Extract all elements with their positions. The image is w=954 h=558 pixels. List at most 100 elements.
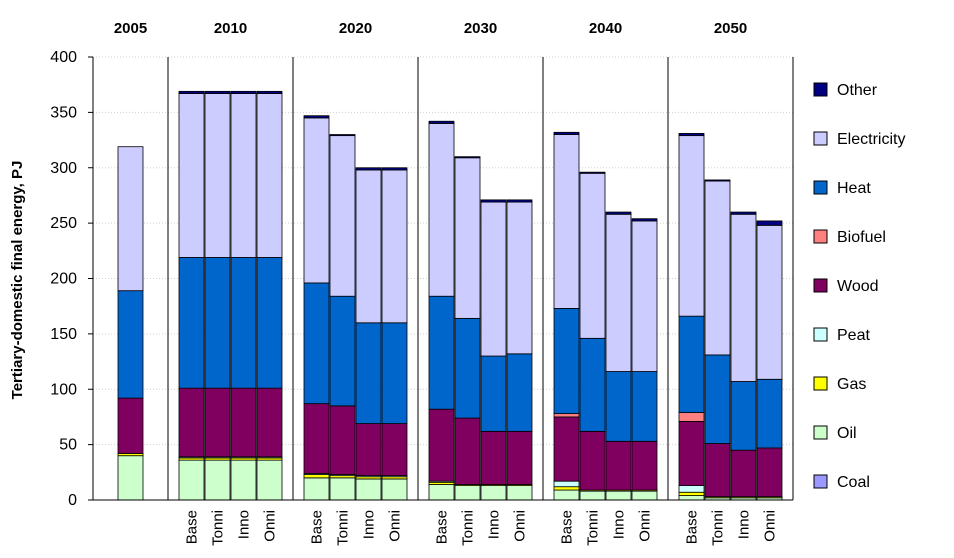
bar-segment-other	[355, 167, 382, 171]
bar-segment-wood	[579, 430, 606, 491]
bar-segment-wood	[256, 387, 283, 458]
y-tick-label: 350	[50, 104, 77, 121]
bar-segment-electricity	[303, 117, 330, 284]
bar-segment-other	[579, 171, 606, 174]
category-label: Base	[434, 510, 451, 544]
bar-segment-wood	[454, 417, 481, 485]
category-label: Tonni	[710, 510, 727, 546]
group-label-2050: 2050	[714, 20, 747, 37]
bar-segment-other	[678, 133, 705, 137]
legend-label-heat: Heat	[837, 180, 871, 197]
bar-segment-heat	[678, 315, 705, 413]
legend-label-coal: Coal	[837, 474, 870, 491]
bar-segment-electricity	[428, 123, 455, 297]
bar-segment-oil	[117, 455, 144, 501]
bar-segment-heat	[553, 308, 580, 415]
bar-segment-heat	[756, 378, 783, 449]
group-separators	[167, 57, 794, 500]
legend-label-peat: Peat	[837, 327, 870, 344]
bar-segment-peat	[553, 480, 580, 488]
bar-series	[117, 90, 783, 501]
group-label-2030: 2030	[464, 20, 497, 37]
legend-swatch-biofuel	[813, 229, 828, 244]
bar-segment-heat	[230, 257, 257, 389]
bar-segment-wood	[678, 420, 705, 487]
bar-segment-oil	[605, 490, 632, 501]
legend-swatch-other	[813, 82, 828, 97]
bar-segment-heat	[454, 317, 481, 419]
category-label: Onni	[262, 510, 279, 542]
bar-segment-other	[605, 211, 632, 215]
bar-segment-oil	[355, 478, 382, 501]
bar-segment-heat	[631, 371, 658, 442]
legend-swatch-peat	[813, 327, 828, 342]
bar-segment-oil	[553, 489, 580, 501]
bar-segment-heat	[204, 257, 231, 389]
bar-segment-other	[381, 167, 408, 171]
category-label: Tonni	[335, 510, 352, 546]
category-label: Onni	[637, 510, 654, 542]
bar-segment-electricity	[704, 180, 731, 356]
bar-segment-electricity	[329, 135, 356, 297]
bar-segment-electricity	[579, 172, 606, 339]
category-label: Inno	[361, 510, 378, 539]
bar-segment-heat	[704, 354, 731, 444]
bar-segment-other	[204, 90, 231, 94]
bar-segment-heat	[730, 381, 757, 451]
bar-segment-electricity	[605, 213, 632, 372]
bar-segment-wood	[178, 387, 205, 458]
bar-segment-heat	[117, 290, 144, 399]
bar-segment-wood	[355, 423, 382, 477]
bar-segment-electricity	[454, 157, 481, 319]
bar-segment-wood	[204, 387, 231, 458]
bar-segment-oil	[303, 477, 330, 501]
y-axis-title: Tertiary-domestic final energy, PJ	[9, 161, 26, 400]
bar-segment-other	[178, 90, 205, 94]
legend-label-wood: Wood	[837, 278, 879, 295]
y-tick-label: 200	[50, 271, 77, 288]
bar-segment-other	[506, 199, 533, 203]
category-label: Tonni	[460, 510, 477, 546]
bar-segment-oil	[204, 459, 231, 501]
category-label: Base	[559, 510, 576, 544]
bar-segment-gas	[553, 486, 580, 491]
category-label: Onni	[762, 510, 779, 542]
category-labels: 2005 2010 Base Tonni Inno Onni 2020 Base Tonni In…	[114, 20, 779, 546]
bar-segment-other	[730, 211, 757, 215]
bar-segment-other	[303, 115, 330, 119]
y-axis: 0 50 100 150 200 250 300 350 400	[50, 49, 793, 509]
bar-segment-wood	[704, 443, 731, 498]
bar-segment-wood	[506, 430, 533, 485]
y-tick-label: 250	[50, 215, 77, 232]
bar-segment-heat	[428, 295, 455, 410]
bar-segment-oil	[506, 485, 533, 501]
legend-label-oil: Oil	[837, 425, 857, 442]
bar-segment-oil	[256, 459, 283, 501]
y-tick-label: 50	[59, 437, 77, 454]
bar-segment-electricity	[355, 169, 382, 324]
bar-segment-heat	[256, 257, 283, 389]
bar-segment-other	[256, 90, 283, 94]
legend-swatch-electricity	[813, 131, 828, 146]
bar-segment-electricity	[631, 220, 658, 372]
bar-segment-heat	[355, 322, 382, 424]
bar-segment-wood	[553, 416, 580, 482]
group-label-2020: 2020	[339, 20, 372, 37]
bar-segment-gas	[678, 491, 705, 496]
bar-segment-oil	[678, 495, 705, 501]
bar-segment-electricity	[230, 93, 257, 258]
bar-segment-oil	[178, 459, 205, 501]
bar-segment-other	[480, 199, 507, 203]
bar-segment-other	[553, 131, 580, 135]
bar-segment-oil	[428, 484, 455, 501]
bar-segment-wood	[428, 408, 455, 482]
bar-segment-wood	[230, 387, 257, 458]
bar-segment-oil	[579, 490, 606, 501]
bar-segment-heat	[381, 322, 408, 424]
legend-label-gas: Gas	[837, 376, 866, 393]
bar-segment-wood	[605, 440, 632, 491]
category-label: Onni	[387, 510, 404, 542]
legend: Other Electricity Heat Biofuel Wood Peat Gas Oi…	[813, 82, 905, 491]
bar-segment-oil	[631, 490, 658, 501]
